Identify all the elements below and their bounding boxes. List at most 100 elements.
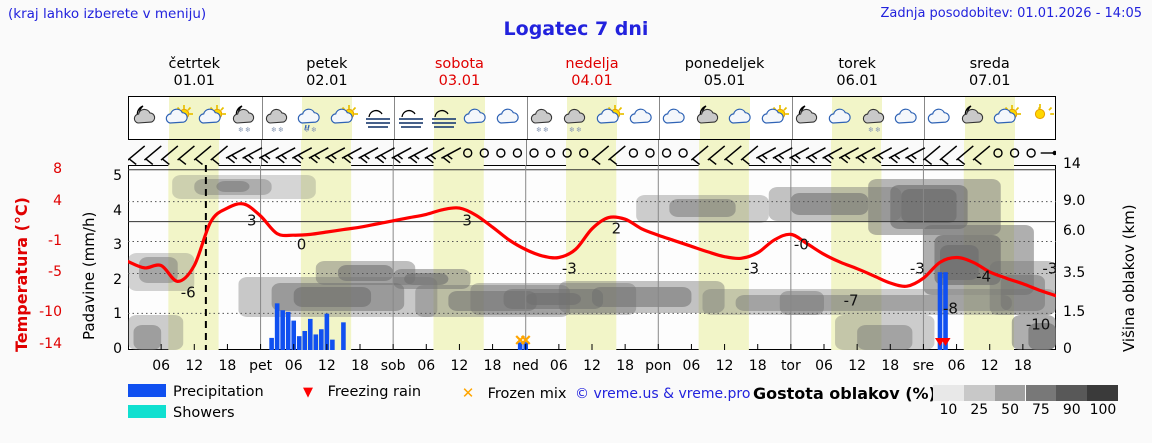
plot-canvas: -6 3 0 3 -3 2 -3 -0 -7 -3 -8 -4 -10 -3	[128, 165, 1056, 350]
weather-icon-cloud-snow: ❄ ❄	[564, 108, 586, 133]
temp-tick-5: -14	[39, 336, 62, 353]
x-tick-14: 18	[616, 358, 635, 374]
svg-text:-3: -3	[744, 260, 759, 278]
cloud-density-colorbar: 10 25 50 75 90 100	[933, 385, 1118, 418]
cloudheight-tick-3: 3.5	[1063, 265, 1086, 282]
legend-freezing-rain-label: Freezing rain	[327, 384, 422, 400]
day-date: 06.01	[836, 73, 878, 89]
x-tick-8: 06	[417, 358, 436, 374]
precipitation-axis-title: Padavine (mm/h)	[80, 211, 98, 340]
temp-tick-1: 4	[53, 192, 62, 209]
svg-text:-4: -4	[976, 267, 991, 285]
daylight-band	[300, 140, 352, 165]
temp-tick-2: -1	[48, 232, 62, 249]
weather-icon-row: ❄ ❄ ❄ ❄ ❄ ❄ ❄ ❄ ❄ ❄ ❄ ❄	[128, 96, 1056, 140]
cloud-density-seg-75	[1025, 385, 1057, 401]
x-tick-24: 06	[947, 358, 966, 374]
cloudheight-tick-5: 0	[1063, 341, 1072, 357]
x-tick-13: 12	[583, 358, 601, 374]
daylight-band	[566, 140, 617, 165]
legend-precipitation-label: Precipitation	[173, 384, 264, 400]
weather-icon-sun-cloud	[165, 105, 193, 124]
svg-text:❄: ❄	[875, 126, 881, 133]
precip-tick-5: 0	[113, 341, 122, 357]
cloud-density-seg-90	[1056, 385, 1088, 401]
day-date: 02.01	[306, 73, 348, 89]
svg-text:-8: -8	[943, 299, 958, 317]
legend: Precipitation Showers ▼ Freezing rain ✕ …	[128, 384, 1138, 440]
svg-text:-0: -0	[794, 236, 809, 254]
meteogram-plot: -6 3 0 3 -3 2 -3 -0 -7 -3 -8 -4 -10 -3	[128, 165, 1056, 350]
x-tick-25: 12	[980, 358, 999, 374]
svg-text:-3: -3	[910, 260, 925, 278]
day-header-2: petek 02.01	[257, 56, 397, 90]
svg-text:❄: ❄	[271, 126, 277, 133]
x-tick-21: 12	[848, 358, 867, 374]
svg-text:-3: -3	[1042, 260, 1056, 278]
cloud-height-axis-title: Višina oblakov (km)	[1120, 204, 1138, 352]
weather-icon-sun-cloud	[762, 105, 790, 124]
temp-tick-0: 8	[53, 160, 62, 177]
day-name: torek	[838, 56, 876, 72]
svg-text:❄: ❄	[245, 126, 251, 133]
day-header-5: ponedeljek 05.01	[655, 56, 795, 90]
weather-icon-cloud-snow: ❄ ❄	[266, 108, 288, 133]
svg-text:❄: ❄	[304, 126, 310, 133]
x-tick-26: 18	[1013, 358, 1032, 374]
location-menu-note: (kraj lahko izberete v meniju)	[8, 6, 207, 22]
svg-text:❄: ❄	[569, 126, 575, 133]
day-separator	[261, 97, 263, 139]
cloud-density-tick-100: 100	[1089, 402, 1117, 418]
cloud-density-label: Gostota oblakov (%)	[753, 384, 936, 403]
cloud-density-seg-10	[933, 385, 964, 401]
day-name: sreda	[969, 56, 1010, 72]
cloud-density-tick-75: 75	[1031, 402, 1050, 418]
precip-tick-3: 2	[113, 271, 122, 288]
cloud-density-tick-50: 50	[1001, 402, 1019, 418]
svg-text:❄: ❄	[536, 126, 542, 133]
day-header-6: torek 06.01	[787, 56, 927, 90]
weather-icon-moon-cloud-snow: ❄ ❄	[232, 105, 255, 133]
weather-icon-cloud	[463, 108, 486, 124]
precip-tick-4: 1	[113, 306, 122, 323]
day-name: sobota	[434, 56, 484, 72]
day-header-3: sobota 03.01	[389, 56, 529, 90]
x-tick-16: 06	[682, 358, 701, 374]
day-separator	[260, 140, 262, 165]
svg-text:3: 3	[462, 212, 472, 230]
weather-icon-moon-cloud	[796, 105, 818, 124]
weather-icon-sun-cloud	[198, 105, 226, 124]
day-header-4: nedelja 04.01	[522, 56, 662, 90]
x-tick-19: tor	[780, 358, 801, 374]
weather-icon-cloud	[728, 108, 751, 124]
x-tick-9: 12	[450, 358, 469, 374]
precipitation-swatch	[128, 384, 166, 397]
day-name: četrtek	[168, 56, 221, 72]
copyright-link[interactable]: © vreme.us & vreme.pro	[575, 386, 751, 402]
svg-text:❄: ❄	[868, 126, 874, 133]
wind-barb-row	[128, 140, 1056, 165]
x-tick-15: pon	[645, 358, 672, 374]
day-separator	[393, 140, 395, 165]
weather-icon-sun-cloud	[994, 105, 1022, 124]
x-tick-4: 06	[284, 358, 303, 374]
weather-icon-moon-cloud	[962, 105, 984, 124]
day-header-1: četrtek 01.01	[124, 56, 264, 90]
x-tick-5: 12	[317, 358, 336, 374]
daylight-band	[433, 140, 484, 165]
weather-icon-fog	[365, 109, 390, 128]
day-separator	[791, 97, 793, 139]
day-name: petek	[306, 56, 348, 72]
day-date: 04.01	[571, 73, 613, 89]
x-tick-2: 18	[218, 358, 237, 374]
freezing-rain-icon: ▼	[303, 385, 313, 400]
weather-icon-fog	[398, 109, 423, 128]
day-separator	[526, 97, 528, 139]
day-separator	[394, 97, 396, 139]
daylight-band	[168, 140, 219, 165]
weather-icon-sun	[1035, 104, 1055, 120]
day-separator	[924, 97, 926, 139]
showers-swatch	[128, 405, 166, 418]
cloud-density-seg-50	[994, 385, 1026, 401]
cloud-density-tick-10: 10	[939, 402, 958, 418]
